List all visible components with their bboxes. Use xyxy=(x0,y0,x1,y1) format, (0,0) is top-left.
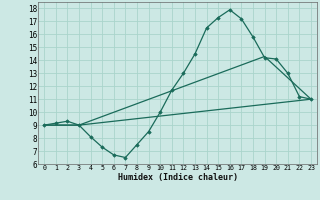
X-axis label: Humidex (Indice chaleur): Humidex (Indice chaleur) xyxy=(118,173,238,182)
